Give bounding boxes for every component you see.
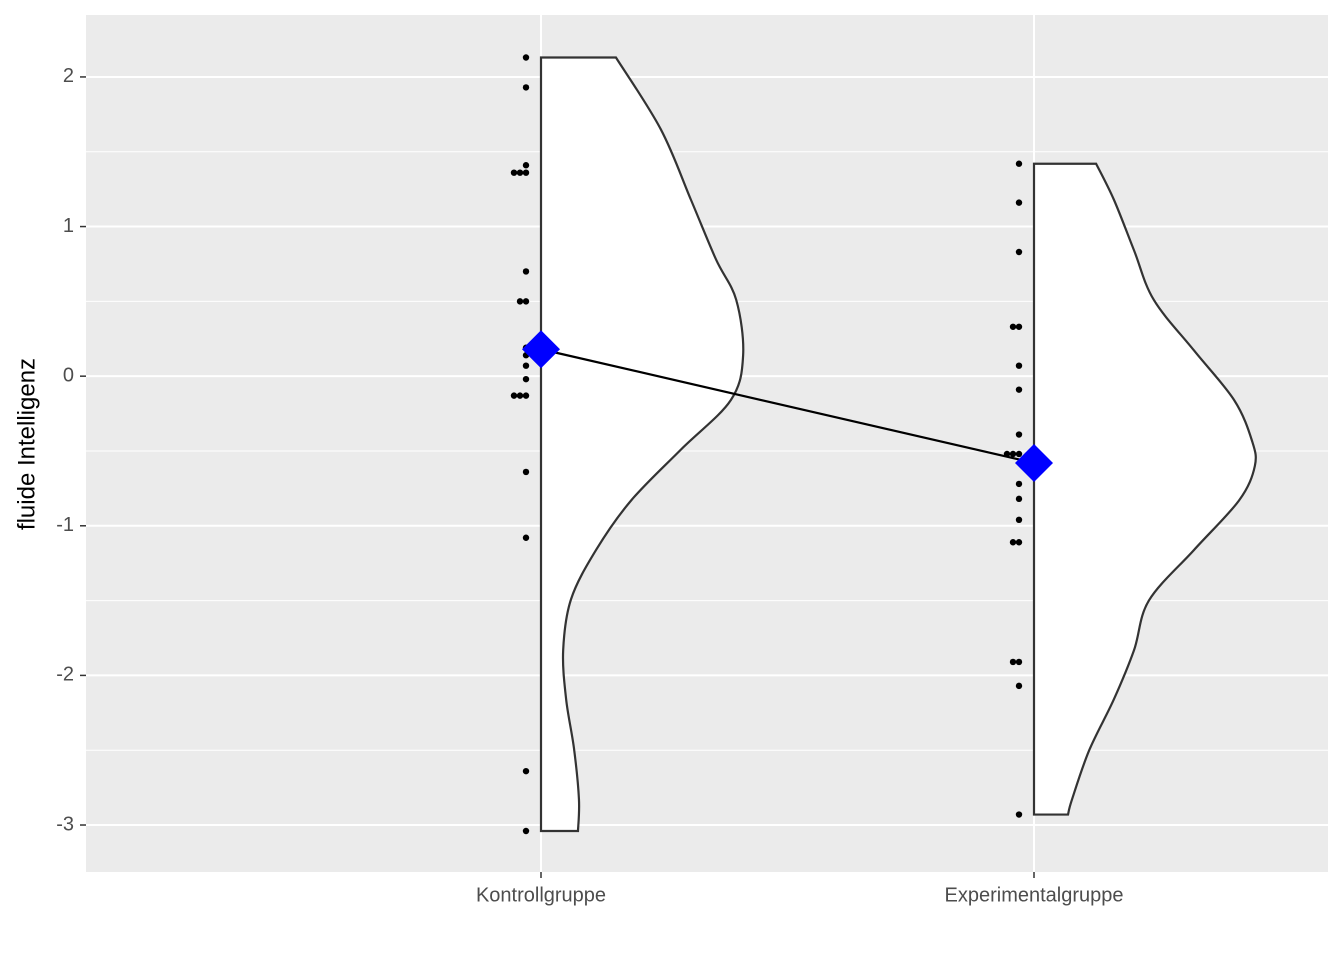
data-point — [1009, 539, 1017, 546]
data-point — [522, 362, 530, 369]
data-point — [1015, 323, 1023, 330]
y-axis-label: fluide Intelligenz — [13, 358, 40, 530]
data-point — [510, 392, 518, 399]
data-point — [522, 827, 530, 835]
data-point — [1015, 248, 1023, 256]
data-point — [1015, 362, 1023, 369]
data-point — [1009, 658, 1017, 666]
data-point — [1015, 450, 1023, 458]
mean-line — [540, 348, 1035, 465]
y-tick-label: -2 — [56, 664, 74, 686]
data-point — [1015, 539, 1023, 546]
y-tick-label: -1 — [56, 514, 74, 536]
mean-marker — [522, 330, 560, 369]
data-point — [1015, 495, 1023, 503]
data-point — [522, 468, 530, 476]
data-point — [522, 84, 530, 91]
data-point — [522, 534, 530, 541]
x-tick-label: Kontrollgruppe — [476, 884, 606, 906]
data-point — [1015, 386, 1023, 393]
x-tick-label: Experimentalgruppe — [945, 884, 1124, 906]
data-point — [1015, 811, 1023, 818]
data-point — [510, 169, 518, 176]
y-tick-label: 2 — [63, 65, 74, 87]
data-point — [1009, 450, 1017, 458]
data-point — [522, 162, 530, 169]
mean-marker — [1015, 443, 1053, 482]
data-point — [522, 169, 530, 176]
data-point — [1015, 480, 1023, 488]
data-point — [516, 298, 524, 305]
data-point — [1015, 682, 1023, 690]
y-tick-label: 0 — [63, 364, 74, 386]
data-point — [516, 392, 524, 399]
data-point — [522, 375, 530, 383]
data-point — [1015, 516, 1023, 524]
data-point — [516, 169, 524, 176]
y-tick-label: -3 — [56, 813, 74, 835]
y-tick-label: 1 — [63, 215, 74, 237]
data-point — [522, 767, 530, 775]
violin — [1032, 162, 1257, 816]
data-point — [522, 298, 530, 305]
data-point — [1015, 431, 1023, 438]
violin — [539, 56, 745, 833]
data-point — [522, 54, 530, 61]
data-point — [522, 268, 530, 275]
data-point — [522, 392, 530, 399]
data-point — [1015, 160, 1023, 167]
data-point — [1015, 658, 1023, 666]
data-point — [1015, 199, 1023, 206]
data-point — [1009, 323, 1017, 330]
